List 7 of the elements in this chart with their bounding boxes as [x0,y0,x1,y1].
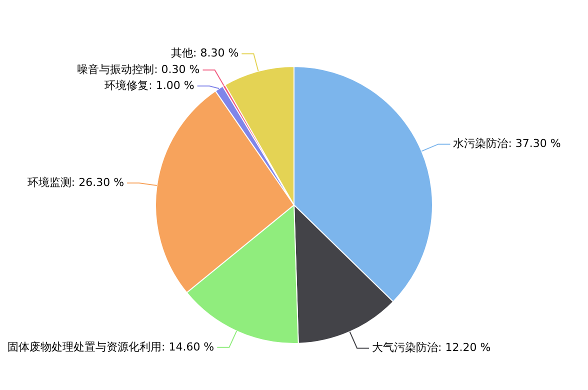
slice-label: 噪音与振动控制: 0.30 % [77,62,200,76]
slice-label: 大气污染防治: 12.20 % [372,341,491,354]
slice-label: 水污染防治: 37.30 % [453,137,561,150]
slice-label: 固体废物处理处置与资源化利用: 14.60 % [7,340,214,354]
slice-label: 环境监测: 26.30 % [27,176,124,189]
slice-label: 环境修复: 1.00 % [104,78,194,92]
slice-label: 其他: 8.30 % [170,46,239,60]
